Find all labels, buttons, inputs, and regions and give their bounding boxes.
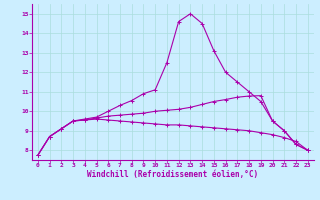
X-axis label: Windchill (Refroidissement éolien,°C): Windchill (Refroidissement éolien,°C) [87, 170, 258, 179]
